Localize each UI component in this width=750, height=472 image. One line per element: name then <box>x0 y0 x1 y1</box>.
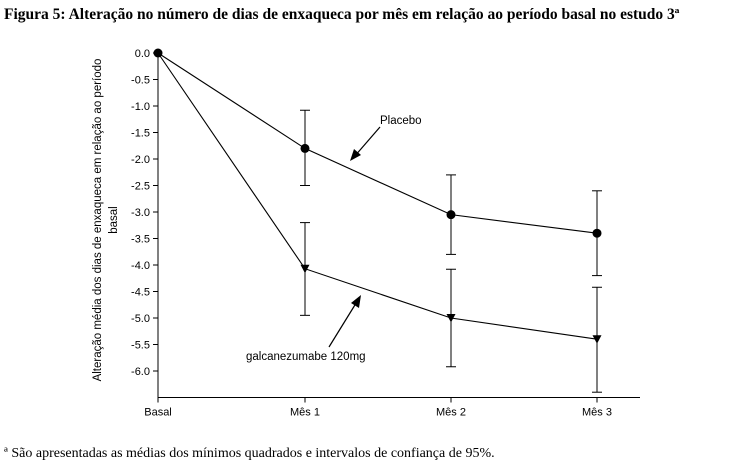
data-point <box>446 314 456 323</box>
legend-arrowhead-galcanezumab <box>351 295 361 308</box>
y-tick-label: -1.0 <box>131 101 150 113</box>
y-tick-label: -3.0 <box>131 207 150 219</box>
x-tick-label: Mês 3 <box>582 407 612 419</box>
y-tick-label: 0.0 <box>135 48 150 60</box>
x-tick-label: Mês 1 <box>290 407 320 419</box>
y-tick-label: -4.5 <box>131 287 150 299</box>
figure-footnote: ª São apresentadas as médias dos mínimos… <box>4 446 495 461</box>
y-tick-label: -1.5 <box>131 128 150 140</box>
y-tick-label: -5.5 <box>131 340 150 352</box>
chart-annotations: Alteração média dos dias de enxaqueca em… <box>92 59 422 382</box>
x-tick-label: Mês 2 <box>436 407 466 419</box>
y-tick-label: -5.0 <box>131 313 150 325</box>
legend-label-galcanezumab: galcanezumabe 120mg <box>246 351 366 363</box>
data-point <box>592 335 602 344</box>
y-tick-label: -6.0 <box>131 366 150 378</box>
legend-arrow-placebo <box>353 126 381 158</box>
legend-label-placebo: Placebo <box>380 115 422 127</box>
y-tick-label: -2.0 <box>131 154 150 166</box>
y-tick-label: -0.5 <box>131 75 150 87</box>
legend-arrowhead-placebo <box>350 149 361 161</box>
data-point <box>300 264 310 274</box>
y-tick-label: -3.5 <box>131 234 150 246</box>
data-point <box>446 210 456 220</box>
y-axis-label-line2: basal <box>108 206 120 234</box>
chart-axes: 0.0 -0.5 -1.0 -1.5 -2.0 -2.5 -3.0 -3.5 -4.0 -4.5 -… <box>131 48 640 419</box>
y-axis-label-line1: Alteração média dos dias de enxaqueca em… <box>92 59 104 382</box>
y-tick-label: -2.5 <box>131 181 150 193</box>
data-point <box>592 228 602 238</box>
figure-title: Figura 5: Alteração no número de dias de… <box>4 6 680 23</box>
y-tick-label: -4.0 <box>131 260 150 272</box>
chart-series <box>153 48 602 393</box>
series-line-placebo <box>157 52 598 234</box>
data-point <box>300 143 310 153</box>
legend-arrow-galcanezumab <box>328 299 359 348</box>
series-line-galcanezumab <box>157 52 598 340</box>
x-tick-label: Basal <box>144 407 172 419</box>
